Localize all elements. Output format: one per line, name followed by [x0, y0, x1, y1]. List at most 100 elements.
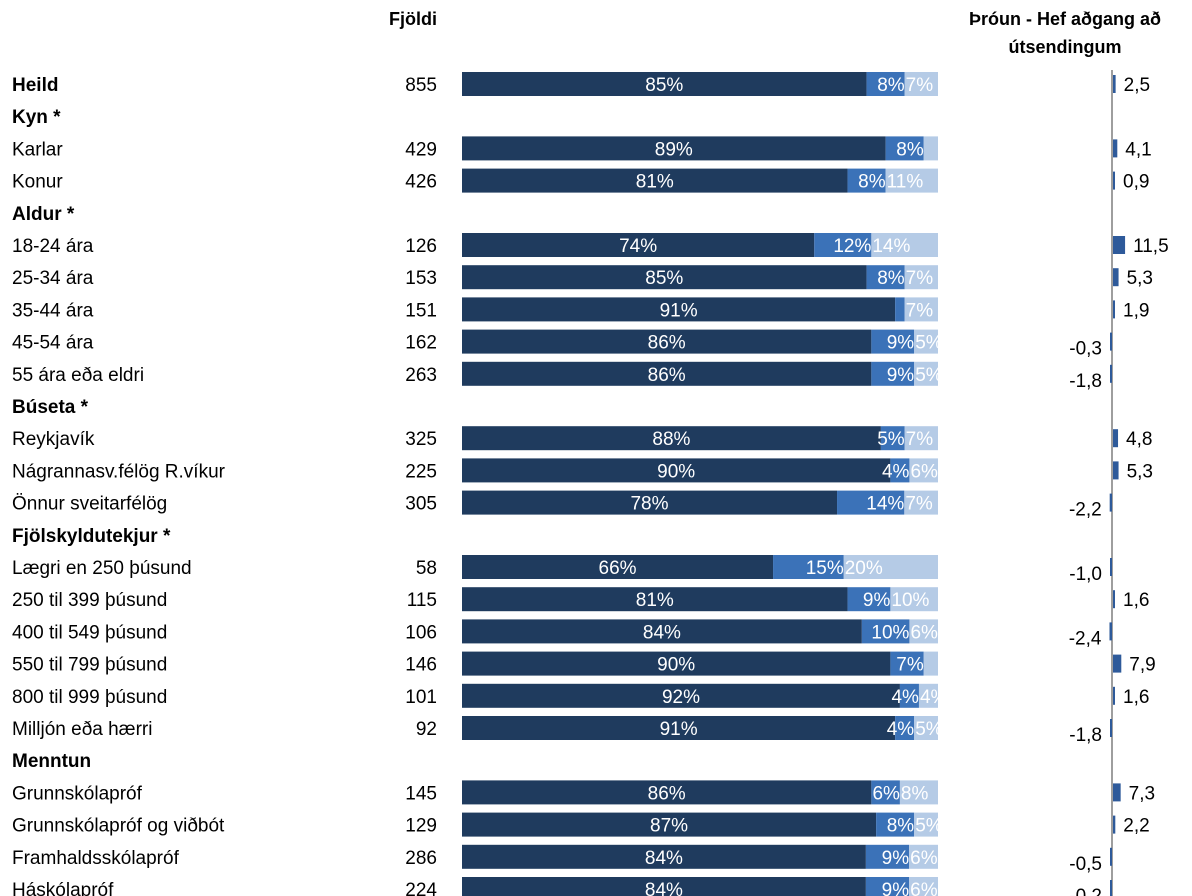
trend-bar — [1113, 300, 1115, 319]
row-count: 225 — [405, 461, 437, 482]
bar-label-2: 9% — [887, 333, 915, 354]
row-label: Háskólapróf — [12, 880, 114, 896]
trend-label: 1,6 — [1123, 687, 1149, 708]
row-count: 92 — [416, 719, 437, 740]
row-count: 305 — [405, 494, 437, 515]
trend-label: 7,3 — [1129, 783, 1155, 804]
bar-segment-3 — [914, 329, 938, 354]
trend-bar — [1110, 847, 1112, 866]
bar-label-2: 4% — [882, 461, 910, 482]
bar-label-3: 6% — [910, 848, 938, 869]
trend-label: 2,2 — [1123, 816, 1149, 837]
bar-segment-1 — [462, 780, 872, 805]
trend-bar — [1110, 880, 1112, 896]
bar-segment-3 — [890, 587, 938, 612]
row-label: 35-44 ára — [12, 300, 94, 321]
row-count: 146 — [405, 655, 437, 676]
bar-segment-2 — [895, 297, 905, 322]
trend-label: -2,4 — [1069, 628, 1102, 649]
bar-segment-1 — [462, 426, 881, 451]
row-label: 18-24 ára — [12, 236, 94, 257]
row-count: 855 — [405, 75, 437, 96]
bar-label-2: 10% — [871, 622, 909, 643]
bar-segment-3 — [914, 716, 938, 740]
trend-bar — [1110, 332, 1112, 351]
bar-segment-3 — [904, 297, 938, 322]
trend-bar — [1113, 686, 1115, 705]
bar-segment-1 — [462, 490, 838, 515]
bar-segment-1 — [462, 587, 848, 612]
bar-label-2: 12% — [833, 236, 871, 257]
trend-bar — [1113, 590, 1115, 609]
bar-segment-2 — [871, 780, 900, 805]
trend-bar — [1113, 171, 1115, 190]
bar-segment-3 — [871, 233, 938, 257]
bar-segment-2 — [865, 877, 910, 896]
trend-bar — [1110, 364, 1112, 383]
row-count: 129 — [405, 816, 437, 837]
row-count: 115 — [407, 590, 437, 611]
bar-segment-2 — [880, 426, 905, 451]
bar-label-1: 78% — [630, 494, 668, 515]
bar-label-3: 5% — [915, 365, 943, 386]
row-count: 263 — [405, 365, 437, 386]
trend-bar — [1113, 783, 1121, 802]
trend-label: 5,3 — [1127, 461, 1153, 482]
bar-segment-1 — [462, 458, 891, 483]
row-count: 426 — [405, 172, 437, 193]
row-label: 800 til 999 þúsund — [12, 687, 167, 708]
trend-label: 4,1 — [1125, 139, 1151, 160]
bar-segment-3 — [909, 619, 938, 644]
row-label: Grunnskólapróf og viðbót — [12, 816, 225, 837]
row-label: Nágrannasv.félög R.víkur — [12, 461, 226, 482]
bar-label-1: 92% — [662, 687, 700, 708]
bar-segment-1 — [462, 168, 848, 193]
group-label: Fjölskyldutekjur * — [12, 526, 171, 547]
row-label: 45-54 ára — [12, 333, 94, 354]
bar-label-3: 4% — [920, 687, 948, 708]
row-count: 224 — [405, 880, 437, 896]
row-count: 126 — [405, 236, 437, 257]
bar-label-1: 90% — [657, 655, 695, 676]
row-count: 429 — [405, 139, 437, 160]
bar-segment-1 — [462, 555, 774, 579]
bar-label-2: 8% — [896, 139, 924, 160]
bar-segment-3 — [914, 812, 938, 837]
row-label: Konur — [12, 172, 63, 193]
bar-segment-1 — [462, 877, 866, 896]
bar-label-1: 81% — [636, 590, 674, 611]
bar-segment-2 — [847, 587, 891, 612]
bar-segment-2 — [871, 361, 915, 386]
row-count: 162 — [405, 333, 437, 354]
bar-label-1: 90% — [657, 461, 695, 482]
bar-label-2: 4% — [887, 719, 915, 740]
bar-label-3: 7% — [905, 494, 933, 515]
bar-label-3: 11% — [887, 172, 924, 193]
bar-segment-3 — [923, 651, 938, 676]
bar-segment-2 — [865, 844, 910, 869]
bar-label-2: 9% — [882, 848, 910, 869]
bar-segment-2 — [861, 619, 910, 644]
bar-segment-1 — [462, 683, 900, 708]
trend-bar — [1113, 236, 1126, 254]
row-label: Karlar — [12, 139, 63, 160]
trend-bar — [1113, 461, 1119, 480]
trend-label: 0,9 — [1123, 172, 1149, 193]
bar-segment-2 — [814, 233, 872, 257]
trend-bar — [1113, 75, 1116, 93]
bar-label-1: 85% — [645, 268, 683, 289]
bar-segment-1 — [462, 651, 891, 676]
bar-segment-1 — [462, 619, 862, 644]
group-label: Menntun — [12, 751, 91, 772]
bar-label-2: 9% — [887, 365, 915, 386]
trend-label: -0,3 — [1069, 339, 1102, 360]
bar-segment-3 — [899, 780, 938, 805]
trend-label: 1,6 — [1123, 590, 1149, 611]
bar-segment-3 — [914, 361, 938, 386]
bar-segment-2 — [866, 72, 905, 96]
bar-label-2: 8% — [877, 268, 905, 289]
bar-segment-2 — [847, 168, 886, 193]
bar-label-3: 6% — [910, 461, 938, 482]
bar-segment-3 — [918, 683, 938, 708]
group-label: Aldur * — [12, 204, 75, 225]
